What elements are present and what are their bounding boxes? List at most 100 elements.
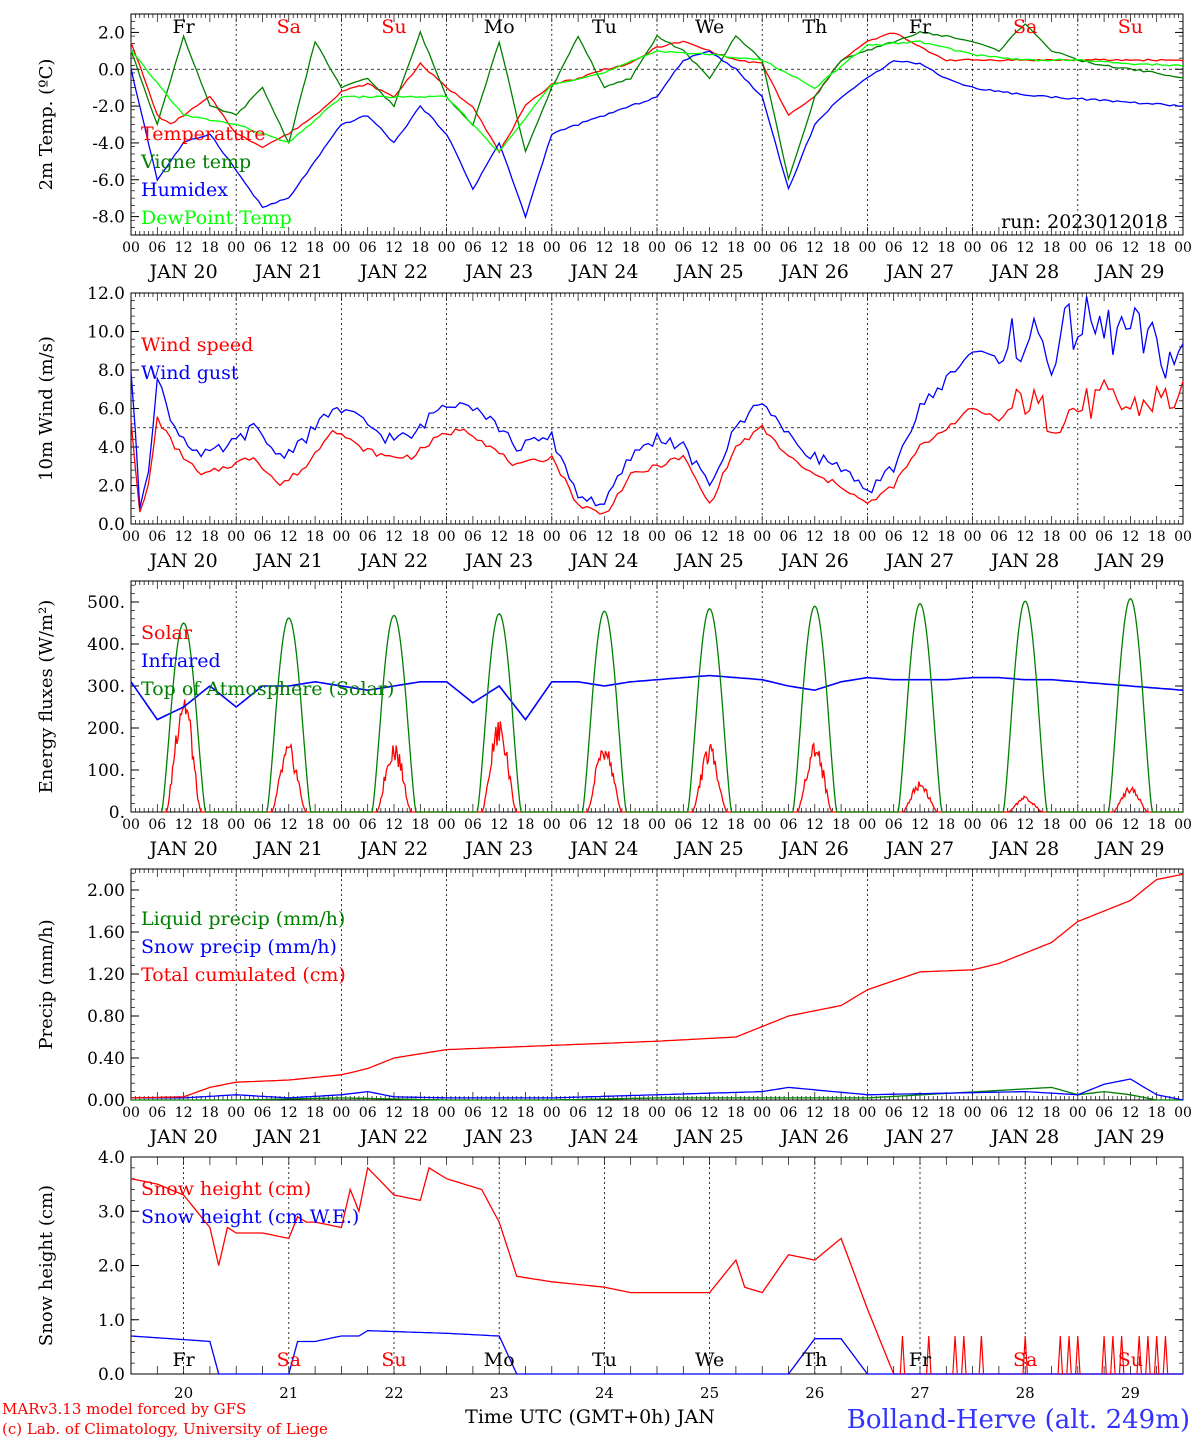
date-label: JAN 27: [884, 838, 954, 860]
hour-tick-label: 00: [648, 817, 666, 833]
y-tick-label: 200.: [87, 719, 125, 739]
hour-tick-label: 06: [780, 529, 798, 545]
hour-tick-label: 06: [885, 1105, 903, 1121]
day-number-label: 28: [1016, 1384, 1035, 1402]
y-tick-label: 2.0: [98, 23, 125, 43]
date-label: JAN 25: [674, 550, 744, 572]
hour-tick-label: 18: [832, 529, 850, 545]
hour-tick-label: 00: [438, 817, 456, 833]
hour-tick-label: 18: [832, 817, 850, 833]
hour-tick-label: 06: [148, 1105, 166, 1121]
y-tick-label: 12.0: [87, 284, 125, 304]
snow-spike: [978, 1335, 985, 1375]
date-label: JAN 24: [568, 550, 638, 572]
hour-tick-label: 12: [1016, 529, 1034, 545]
hour-tick-label: 12: [280, 529, 298, 545]
legend-entry: Snow precip (mm/h): [141, 936, 337, 958]
hour-tick-label: 06: [885, 817, 903, 833]
y-tick-label: 0.0: [98, 60, 125, 80]
hour-tick-label: 00: [858, 529, 876, 545]
series-line: [130, 23, 1184, 182]
x-axis-label: Time UTC (GMT+0h) JAN: [465, 1406, 715, 1428]
hour-tick-label: 18: [832, 1105, 850, 1121]
hour-tick-label: 18: [201, 1105, 219, 1121]
series-line: [130, 378, 1184, 515]
hour-tick-label: 06: [990, 240, 1008, 256]
hour-tick-label: 18: [1148, 1105, 1166, 1121]
y-tick-label: 0.0: [98, 1365, 125, 1385]
hour-tick-label: 00: [438, 1105, 456, 1121]
date-label: JAN 28: [989, 838, 1059, 860]
hour-tick-label: 06: [359, 529, 377, 545]
hour-tick-label: 18: [937, 817, 955, 833]
date-label: JAN 27: [884, 1126, 954, 1148]
hour-tick-label: 18: [517, 529, 535, 545]
series-line: [130, 40, 1184, 153]
legend-entry: Snow height (cm): [141, 1178, 311, 1200]
hour-tick-label: 00: [753, 817, 771, 833]
hour-tick-label: 06: [254, 529, 272, 545]
snow-spike: [961, 1335, 967, 1375]
credit-line: (c) Lab. of Climatology, University of L…: [2, 1420, 328, 1438]
hour-tick-label: 12: [490, 1105, 508, 1121]
y-axis-label: Energy fluxes (W/m²): [36, 600, 57, 794]
y-tick-label: 0.: [109, 803, 125, 823]
snow-spike: [1153, 1335, 1160, 1375]
hour-tick-label: 18: [201, 817, 219, 833]
date-label: JAN 20: [148, 261, 218, 283]
snow-spike: [925, 1335, 932, 1375]
weekday-label: We: [695, 16, 724, 38]
weekday-label-bottom: Th: [802, 1349, 827, 1371]
hour-tick-label: 00: [1174, 240, 1192, 256]
snow-spike: [1162, 1335, 1169, 1375]
day-number-label: 29: [1121, 1384, 1140, 1402]
hour-tick-label: 12: [1016, 1105, 1034, 1121]
hour-tick-label: 06: [464, 817, 482, 833]
day-number-label: 23: [490, 1384, 509, 1402]
date-label: JAN 25: [674, 1126, 744, 1148]
date-label: JAN 28: [989, 1126, 1059, 1148]
hour-tick-label: 12: [806, 1105, 824, 1121]
hour-tick-label: 00: [227, 817, 245, 833]
hour-tick-label: 00: [227, 240, 245, 256]
hour-tick-label: 12: [175, 529, 193, 545]
hour-tick-label: 06: [464, 240, 482, 256]
hour-tick-label: 18: [201, 240, 219, 256]
hour-tick-label: 00: [1174, 1105, 1192, 1121]
date-label: JAN 24: [568, 838, 638, 860]
y-tick-label: 0.40: [87, 1049, 125, 1069]
hour-tick-label: 12: [280, 240, 298, 256]
day-number-label: 24: [595, 1384, 614, 1402]
hour-tick-label: 18: [622, 529, 640, 545]
weekday-label: Su: [1118, 16, 1143, 38]
hour-tick-label: 18: [937, 240, 955, 256]
hour-tick-label: 12: [595, 529, 613, 545]
date-label: JAN 21: [253, 838, 323, 860]
weekday-label: Sa: [277, 16, 301, 38]
legend-entry: DewPoint Temp: [141, 207, 292, 229]
y-tick-label: 2.0: [98, 1257, 125, 1277]
hour-tick-label: 00: [858, 1105, 876, 1121]
y-tick-label: 2.00: [87, 881, 125, 901]
series-line: [163, 699, 1183, 813]
hour-tick-label: 00: [122, 817, 140, 833]
legend-entry: Humidex: [141, 179, 228, 201]
hour-tick-label: 00: [543, 1105, 561, 1121]
date-label: JAN 23: [463, 1126, 533, 1148]
hour-tick-label: 06: [359, 240, 377, 256]
hour-tick-label: 06: [990, 817, 1008, 833]
y-tick-label: -2.0: [92, 97, 125, 117]
panel-2: 0.0 2.0 4.0 6.0 8.0 10.0 12.0 10m Wind (m/s) 00 0…: [36, 284, 1192, 572]
snow-spike: [1057, 1335, 1064, 1375]
hour-tick-label: 06: [990, 1105, 1008, 1121]
hour-tick-label: 00: [964, 240, 982, 256]
legend-entry: Wind gust: [141, 362, 239, 384]
hour-tick-label: 00: [332, 529, 350, 545]
date-label: JAN 29: [1094, 261, 1164, 283]
date-label: JAN 23: [463, 550, 533, 572]
date-label: JAN 23: [463, 838, 533, 860]
hour-tick-label: 18: [306, 1105, 324, 1121]
date-label: JAN 20: [148, 550, 218, 572]
hour-tick-label: 06: [359, 817, 377, 833]
